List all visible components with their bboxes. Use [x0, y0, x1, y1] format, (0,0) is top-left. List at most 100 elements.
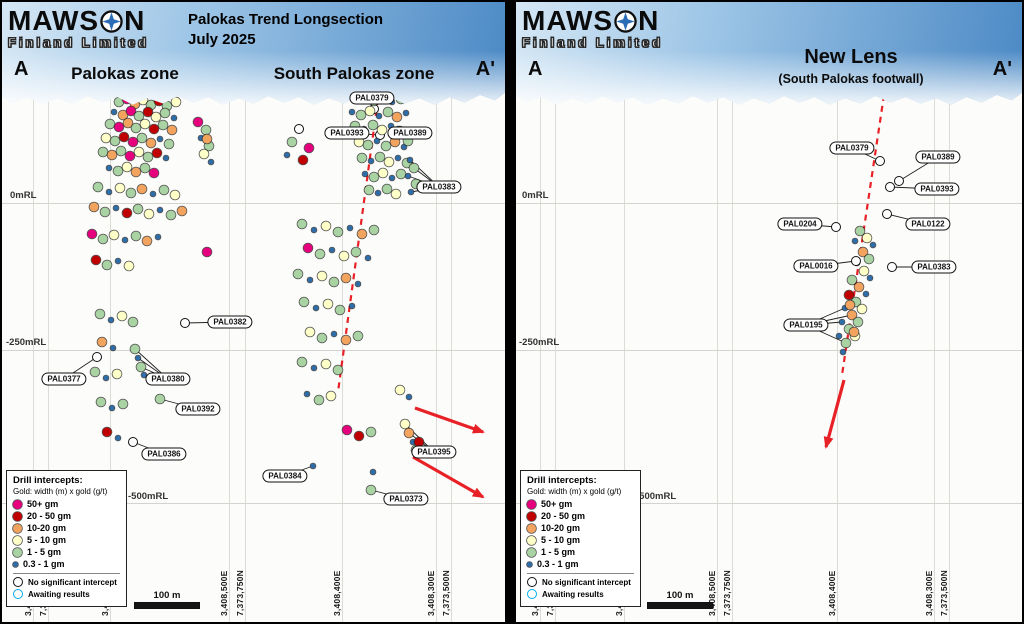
legend-swatch-g03 — [527, 561, 532, 567]
intercept-g1 — [357, 153, 367, 163]
intercept-g03 — [365, 255, 371, 261]
intercept-g50 — [128, 137, 138, 147]
intercept-g10 — [392, 112, 402, 122]
legend-label-g10: 10-20 gm — [541, 523, 581, 533]
legend-label-await: Awaiting results — [542, 589, 604, 599]
zone-title-new-lens: New Lens — [804, 46, 898, 68]
intercept-g5 — [117, 311, 127, 321]
intercept-g5 — [140, 119, 150, 129]
gridline-vertical — [33, 2, 34, 622]
legend-items: 50+ gm 20 - 50 gm 10-20 gm 5 - 10 gm 1 - 5 g… — [527, 499, 634, 599]
intercept-g20 — [91, 255, 101, 265]
intercept-g5 — [365, 106, 375, 116]
intercept-g20 — [844, 290, 854, 300]
legend-label-g5: 5 - 10 gm — [541, 535, 581, 545]
zone-label-palokas: Palokas zone — [71, 64, 179, 83]
intercept-g10 — [89, 202, 99, 212]
intercept-g03 — [115, 258, 121, 264]
intercept-g20 — [119, 132, 129, 142]
intercept-g03 — [852, 238, 858, 244]
compass-rose-icon — [100, 9, 123, 33]
intercept-g1 — [204, 141, 214, 151]
trend-arrow — [414, 406, 485, 434]
drill-hole-label: PAL0380 — [145, 372, 191, 386]
intercept-g03 — [103, 375, 109, 381]
intercept-nsi — [851, 256, 861, 266]
intercept-nsi — [894, 176, 904, 186]
logo-subtitle: Finland Limited — [522, 35, 664, 51]
intercept-g1 — [136, 362, 146, 372]
intercept-g03 — [311, 227, 317, 233]
elevation-labels-layer: 0mRL -250mRL -500mRL — [516, 2, 1022, 622]
scale-bar-label: 100 m — [666, 590, 694, 601]
drill-hole-label: PAL0122 — [905, 217, 951, 231]
legend-item-nsi: No significant intercept — [13, 577, 120, 587]
gridline-vertical — [624, 2, 625, 622]
intercept-g03 — [867, 275, 873, 281]
intercept-g5 — [305, 327, 315, 337]
intercept-g10 — [118, 110, 128, 120]
intercept-g1 — [155, 394, 165, 404]
intercept-g5 — [317, 271, 327, 281]
intercept-g03 — [407, 157, 413, 163]
legend-divider — [527, 573, 634, 574]
intercept-g1 — [160, 108, 170, 118]
intercept-g50 — [149, 168, 159, 178]
panel-header: MAWS N Finland Limited Palokas Trend Lon… — [2, 2, 505, 105]
intercept-g1 — [287, 137, 297, 147]
intercept-g03 — [863, 291, 869, 297]
scale-bar-label: 100 m — [153, 590, 181, 601]
intercept-g5 — [199, 149, 209, 159]
scale-bar-rule — [134, 602, 200, 609]
legend-subheading: Gold: width (m) x gold (g/t) — [13, 487, 108, 496]
intercept-g5 — [857, 304, 867, 314]
intercept-g1 — [335, 305, 345, 315]
gridline-vertical — [110, 2, 111, 622]
mawson-logo: MAWS N Finland Limited — [8, 7, 149, 51]
drill-hole-label: PAL0383 — [911, 260, 957, 274]
intercept-g1 — [382, 184, 392, 194]
legend-divider — [13, 573, 120, 574]
gridline-vertical — [245, 2, 246, 622]
intercept-g03 — [304, 391, 310, 397]
legend-swatch-g50 — [527, 499, 536, 509]
intercept-g1 — [366, 485, 376, 495]
drill-hole-label: PAL0379 — [349, 91, 395, 105]
gridline-vertical — [540, 2, 541, 622]
intercept-g1 — [297, 357, 307, 367]
drill-hole-label: PAL0392 — [175, 402, 221, 416]
intercept-g1 — [403, 136, 413, 146]
gridline-horizontal — [2, 503, 505, 504]
intercept-g10 — [341, 273, 351, 283]
drill-hole-label: PAL0377 — [41, 372, 87, 386]
intercept-g03 — [122, 237, 128, 243]
intercept-g03 — [135, 355, 141, 361]
compass-rose-icon — [614, 9, 637, 33]
intercept-g03 — [106, 189, 112, 195]
intercept-g03 — [311, 365, 317, 371]
intercept-g03 — [106, 165, 112, 171]
legend-heading: Drill intercepts: — [13, 475, 83, 486]
intercept-nsi — [180, 318, 190, 328]
intercept-nsi — [92, 352, 102, 362]
intercept-g03 — [362, 171, 368, 177]
intercept-g5 — [862, 233, 872, 243]
gridline-vertical — [451, 2, 452, 622]
legend-label-g10: 10-20 gm — [27, 523, 67, 533]
intercept-g1 — [299, 297, 309, 307]
legend-item-g20: 20 - 50 gm — [13, 511, 120, 521]
intercept-g5 — [124, 261, 134, 271]
intercept-g10 — [357, 229, 367, 239]
legend-swatch-g1 — [527, 547, 536, 557]
legend-item-await: Awaiting results — [527, 589, 634, 599]
legend-item-g50: 50+ gm — [13, 499, 120, 509]
legend-box: Drill intercepts: Gold: width (m) x gold… — [520, 470, 641, 607]
intercept-g03 — [405, 173, 411, 179]
drill-intercept-layer — [516, 2, 1022, 622]
intercept-g10 — [845, 300, 855, 310]
intercept-g1 — [100, 207, 110, 217]
intercept-g1 — [368, 120, 378, 130]
intercept-g03 — [355, 281, 361, 287]
legend-label-g5: 5 - 10 gm — [27, 535, 67, 545]
intercept-g20 — [354, 431, 364, 441]
